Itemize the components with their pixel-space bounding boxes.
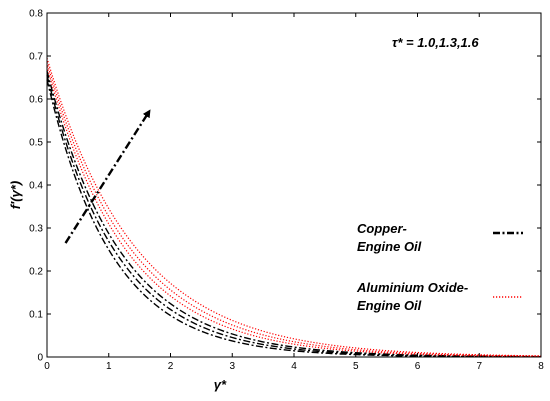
legend-label: Copper- xyxy=(357,221,407,236)
plot-frame xyxy=(46,12,542,358)
x-tick-label: 0 xyxy=(44,361,50,372)
curve-group xyxy=(46,57,542,358)
legend-label: Engine Oil xyxy=(357,298,422,313)
series-line-5 xyxy=(46,57,542,357)
y-axis-title: f′(γ*) xyxy=(8,181,23,209)
y-tick-label: 0.5 xyxy=(29,138,43,149)
y-tick-label: 0.8 xyxy=(29,9,43,20)
series-line-1 xyxy=(46,75,542,358)
y-tick-label: 0.4 xyxy=(29,181,43,192)
x-axis-label: γ* xyxy=(214,377,227,392)
y-tick-label: 0.6 xyxy=(29,95,43,106)
x-tick-label: 6 xyxy=(415,361,421,372)
axis-ticks: 0 1 2 3 4 5 6 7 8 0 0.1 0.2 0.3 0.4 0.5 0.6 0.7 0.8 xyxy=(29,9,544,373)
series-line-0 xyxy=(46,79,541,358)
x-tick-label: 7 xyxy=(476,361,482,372)
y-tick-label: 0.2 xyxy=(29,267,43,278)
y-tick-label: 0.7 xyxy=(29,52,43,63)
x-tick-label: 4 xyxy=(291,361,297,372)
increase-arrow xyxy=(64,109,151,244)
legend: Copper- Engine Oil Aluminium Oxide- Engine … xyxy=(356,221,523,313)
y-tick-label: 0.3 xyxy=(29,224,43,235)
x-tick-label: 3 xyxy=(229,361,235,372)
x-axis-title: γ* xyxy=(214,377,227,392)
legend-label: Engine Oil xyxy=(357,239,422,254)
x-tick-label: 1 xyxy=(106,361,112,372)
y-tick-label: 0 xyxy=(37,353,43,364)
series-line-3 xyxy=(46,66,542,358)
legend-label: Aluminium Oxide- xyxy=(356,280,468,295)
x-tick-label: 8 xyxy=(538,361,544,372)
arrow-line xyxy=(64,109,151,244)
series-line-2 xyxy=(46,70,542,358)
series-line-4 xyxy=(46,62,542,357)
tau-annotation: τ* = 1.0,1.3,1.6 xyxy=(392,35,479,50)
x-tick-label: 2 xyxy=(168,361,174,372)
x-tick-label: 5 xyxy=(353,361,359,372)
y-axis-label: f′(γ*) xyxy=(8,181,23,209)
y-tick-label: 0.1 xyxy=(29,310,43,321)
